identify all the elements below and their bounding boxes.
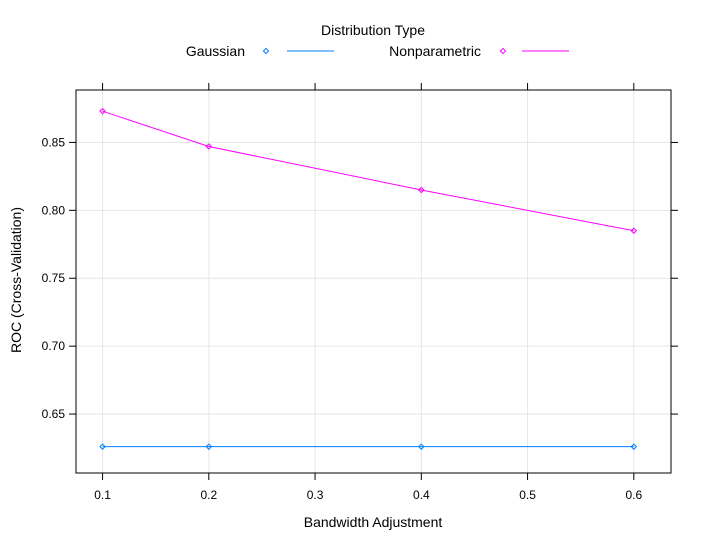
- legend: Distribution Type Gaussian Nonparametric: [186, 22, 569, 59]
- x-tick-label: 0.5: [519, 488, 536, 502]
- legend-marker: [262, 47, 270, 55]
- gridlines: [76, 90, 671, 473]
- x-tick-label: 0.6: [625, 488, 642, 502]
- legend-title: Distribution Type: [321, 22, 425, 38]
- data-point-nonparametric: [205, 143, 213, 150]
- x-axis-label: Bandwidth Adjustment: [304, 514, 443, 530]
- data-point-gaussian: [418, 443, 425, 450]
- data-point-nonparametric: [418, 186, 425, 194]
- x-tick-label: 0.1: [94, 488, 111, 502]
- y-tick-label: 0.80: [42, 203, 66, 217]
- x-tick-label: 0.3: [307, 488, 324, 502]
- x-tick-label: 0.2: [200, 488, 217, 502]
- series-line-nonparametric: [102, 110, 634, 232]
- plot-frame: [75, 89, 672, 474]
- y-axis-ticks: 0.65 0.70 0.75 0.80 0.85: [42, 135, 678, 421]
- data-point-gaussian: [205, 443, 213, 450]
- series-layer: [99, 107, 638, 450]
- y-axis-label: ROC (Cross-Validation): [8, 207, 24, 353]
- legend-item-gaussian: Gaussian: [186, 43, 334, 59]
- legend-label: Gaussian: [186, 43, 245, 59]
- data-point-gaussian: [630, 443, 638, 450]
- data-point-nonparametric: [630, 227, 638, 235]
- x-tick-label: 0.4: [413, 488, 430, 502]
- y-tick-label: 0.65: [42, 407, 66, 421]
- legend-label: Nonparametric: [389, 43, 481, 59]
- legend-items: Gaussian Nonparametric: [186, 43, 569, 59]
- y-tick-label: 0.85: [42, 135, 66, 149]
- y-tick-label: 0.75: [42, 271, 66, 285]
- plot-area: 0.1 0.2 0.3 0.4 0.5 0.6 0.65 0.70 0.75 0.80 0.85: [42, 83, 678, 502]
- data-point-nonparametric: [99, 107, 106, 115]
- series-gaussian: [99, 443, 638, 450]
- legend-marker: [499, 47, 507, 55]
- data-point-gaussian: [99, 443, 106, 450]
- series-nonparametric: [99, 107, 638, 235]
- x-axis-ticks: 0.1 0.2 0.3 0.4 0.5 0.6: [94, 83, 642, 502]
- y-tick-label: 0.70: [42, 339, 66, 353]
- legend-item-nonparametric: Nonparametric: [389, 43, 569, 59]
